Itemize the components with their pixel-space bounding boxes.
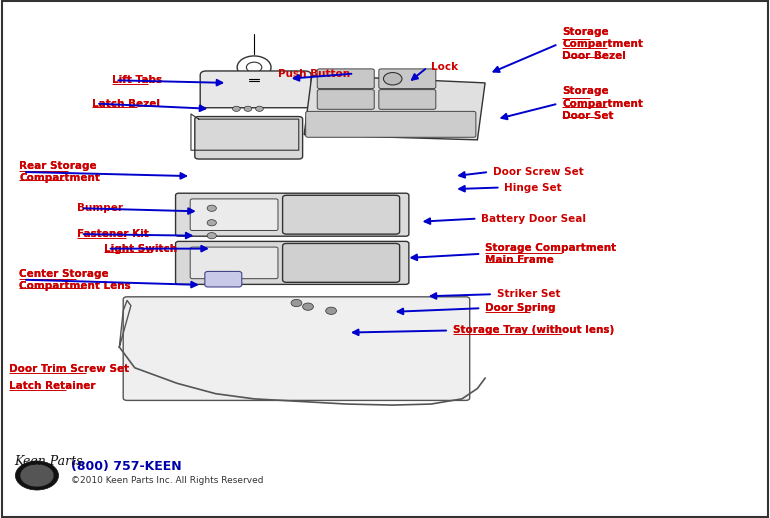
Text: Light Switch: Light Switch bbox=[104, 243, 177, 254]
Text: Center Storage
Compartment Lens: Center Storage Compartment Lens bbox=[19, 268, 131, 291]
FancyBboxPatch shape bbox=[176, 241, 409, 284]
Text: Storage
Compartment
Door Bezel: Storage Compartment Door Bezel bbox=[562, 26, 643, 62]
Text: Storage Tray (without lens): Storage Tray (without lens) bbox=[453, 325, 614, 336]
Text: Storage
Compartment
Door Bezel: Storage Compartment Door Bezel bbox=[562, 26, 643, 62]
FancyBboxPatch shape bbox=[190, 247, 278, 279]
Text: Storage Compartment
Main Frame: Storage Compartment Main Frame bbox=[485, 242, 616, 265]
Text: Door Spring: Door Spring bbox=[485, 303, 556, 313]
Text: Rear Storage
Compartment: Rear Storage Compartment bbox=[19, 161, 100, 183]
FancyBboxPatch shape bbox=[283, 195, 400, 234]
Text: Lock: Lock bbox=[431, 62, 458, 73]
Circle shape bbox=[233, 106, 240, 111]
Text: Lift Tabs: Lift Tabs bbox=[112, 75, 162, 85]
FancyBboxPatch shape bbox=[317, 69, 374, 89]
Text: Center Storage
Compartment Lens: Center Storage Compartment Lens bbox=[19, 268, 131, 291]
FancyBboxPatch shape bbox=[317, 90, 374, 109]
Text: Storage Tray (without lens): Storage Tray (without lens) bbox=[453, 325, 614, 336]
Text: Storage
Compartment
Door Set: Storage Compartment Door Set bbox=[562, 86, 643, 121]
FancyBboxPatch shape bbox=[283, 243, 400, 282]
Text: Rear Storage
Compartment: Rear Storage Compartment bbox=[19, 161, 100, 183]
FancyBboxPatch shape bbox=[195, 117, 303, 159]
FancyBboxPatch shape bbox=[200, 71, 311, 108]
Text: Door Screw Set: Door Screw Set bbox=[493, 167, 584, 177]
FancyBboxPatch shape bbox=[190, 199, 278, 231]
Text: Latch Retainer: Latch Retainer bbox=[9, 381, 95, 391]
Text: Keen Parts: Keen Parts bbox=[14, 454, 82, 468]
Text: Fastener Kit: Fastener Kit bbox=[77, 229, 149, 239]
FancyBboxPatch shape bbox=[205, 271, 242, 287]
Text: Door Spring: Door Spring bbox=[485, 303, 556, 313]
Circle shape bbox=[326, 307, 336, 314]
Text: Storage
Compartment
Door Set: Storage Compartment Door Set bbox=[562, 86, 643, 121]
Circle shape bbox=[207, 220, 216, 226]
Text: Push Button: Push Button bbox=[278, 68, 350, 79]
Text: Door Trim Screw Set: Door Trim Screw Set bbox=[9, 364, 129, 374]
Circle shape bbox=[256, 106, 263, 111]
Circle shape bbox=[20, 464, 54, 487]
Polygon shape bbox=[304, 75, 485, 140]
FancyBboxPatch shape bbox=[379, 90, 436, 109]
Text: ©2010 Keen Parts Inc. All Rights Reserved: ©2010 Keen Parts Inc. All Rights Reserve… bbox=[71, 476, 263, 485]
Circle shape bbox=[15, 461, 59, 490]
Circle shape bbox=[207, 233, 216, 239]
Text: Fastener Kit: Fastener Kit bbox=[77, 229, 149, 239]
Text: Door Trim Screw Set: Door Trim Screw Set bbox=[9, 364, 129, 374]
Text: Hinge Set: Hinge Set bbox=[504, 182, 562, 193]
Text: Storage Compartment
Main Frame: Storage Compartment Main Frame bbox=[485, 242, 616, 265]
FancyBboxPatch shape bbox=[176, 193, 409, 236]
FancyBboxPatch shape bbox=[123, 297, 470, 400]
Text: Striker Set: Striker Set bbox=[497, 289, 560, 299]
Text: (800) 757-KEEN: (800) 757-KEEN bbox=[71, 459, 182, 473]
Text: Lift Tabs: Lift Tabs bbox=[112, 75, 162, 85]
Circle shape bbox=[383, 73, 402, 85]
FancyBboxPatch shape bbox=[306, 111, 476, 137]
Text: Latch Bezel: Latch Bezel bbox=[92, 98, 160, 109]
FancyBboxPatch shape bbox=[379, 69, 436, 89]
Text: Light Switch: Light Switch bbox=[104, 243, 177, 254]
Text: Latch Retainer: Latch Retainer bbox=[9, 381, 95, 391]
Text: Bumper: Bumper bbox=[77, 203, 123, 213]
Circle shape bbox=[207, 205, 216, 211]
Circle shape bbox=[303, 303, 313, 310]
Circle shape bbox=[244, 106, 252, 111]
Text: Latch Bezel: Latch Bezel bbox=[92, 98, 160, 109]
Circle shape bbox=[291, 299, 302, 307]
Text: Battery Door Seal: Battery Door Seal bbox=[481, 213, 586, 224]
